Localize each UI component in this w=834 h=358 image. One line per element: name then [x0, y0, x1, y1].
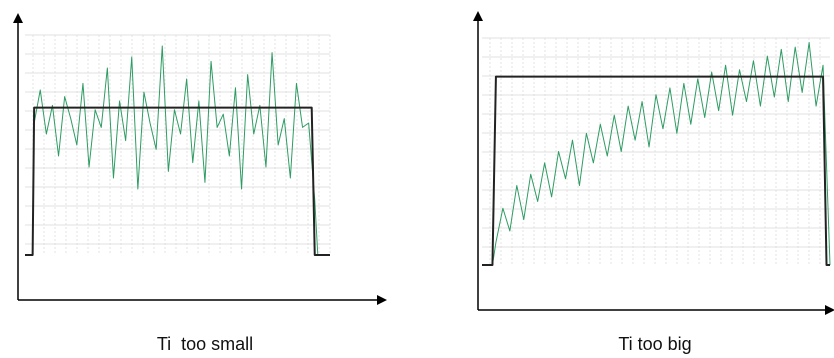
series-line	[25, 45, 330, 256]
grids	[25, 34, 830, 265]
caption: Ti too big	[618, 334, 691, 354]
caption: Ti too small	[157, 334, 253, 354]
series-line	[482, 75, 830, 266]
series-line	[482, 42, 831, 266]
series-line	[25, 106, 330, 256]
